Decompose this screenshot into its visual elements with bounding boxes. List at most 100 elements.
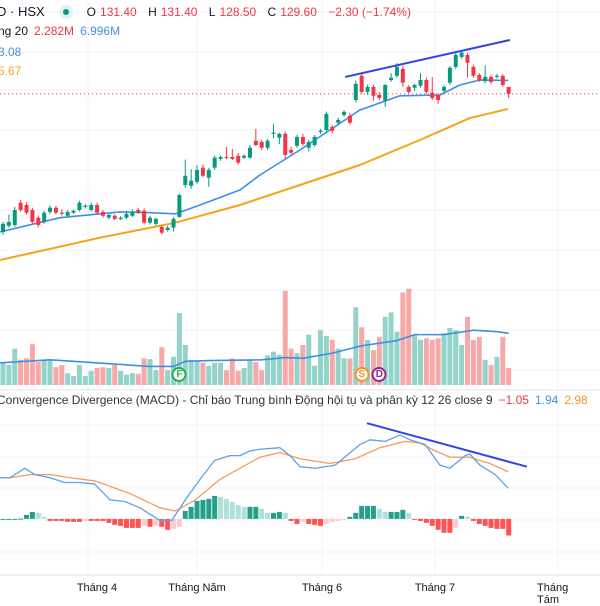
volume-bar bbox=[235, 370, 241, 385]
low-label: L bbox=[208, 4, 216, 19]
macd-histogram-bar bbox=[71, 518, 77, 522]
low-value: 128.50 bbox=[219, 4, 257, 19]
volume-bar bbox=[29, 344, 35, 385]
candle-up bbox=[48, 207, 53, 212]
macd-histogram-bar bbox=[441, 518, 447, 533]
volume-bar bbox=[65, 373, 71, 385]
event-marker-d[interactable]: D bbox=[371, 367, 387, 382]
ohlc-values: O 131.40 H 131.40 L 128.50 C 129.60 −2.30 (−… bbox=[87, 5, 415, 19]
x-tick-label: Tháng Năm bbox=[168, 582, 226, 594]
event-marker-s[interactable]: S bbox=[354, 367, 370, 382]
candle-down bbox=[477, 75, 482, 80]
macd-histogram-bar bbox=[82, 518, 88, 521]
macd-histogram-bar bbox=[500, 518, 506, 529]
macd-histogram-bar bbox=[259, 508, 265, 519]
close-value: 129.60 bbox=[280, 4, 317, 19]
macd-histogram-bar bbox=[365, 505, 371, 519]
volume-pane[interactable] bbox=[0, 288, 512, 385]
ma20-line bbox=[0, 79, 509, 233]
candle-up bbox=[271, 132, 276, 134]
price-pane[interactable] bbox=[0, 39, 600, 261]
macd-histogram-bar bbox=[394, 511, 400, 519]
price-legend: D · HSX O 131.40 H 131.40 L 128.50 C 129.60 … bbox=[0, 4, 415, 19]
volume-bar bbox=[417, 339, 423, 385]
volume-bar bbox=[370, 350, 376, 385]
macd-histogram-bar bbox=[147, 518, 153, 527]
volume-bar bbox=[341, 358, 347, 385]
candle-down bbox=[283, 133, 288, 155]
macd-histogram-bar bbox=[129, 518, 135, 528]
ma50-value: 5.67 bbox=[0, 64, 22, 78]
macd-histogram-bar bbox=[323, 518, 329, 524]
high-value: 131.40 bbox=[160, 4, 198, 19]
candle-up bbox=[165, 227, 170, 230]
candle-down bbox=[136, 210, 141, 213]
candle-up bbox=[1, 223, 5, 232]
candle-up bbox=[171, 218, 176, 228]
macd-histogram-bar bbox=[347, 516, 353, 519]
macd-histogram-bar bbox=[47, 518, 53, 521]
volume-bar bbox=[200, 362, 206, 385]
volume-bar bbox=[112, 365, 118, 385]
macd-histogram-bar bbox=[53, 518, 59, 521]
macd-histogram-bar bbox=[453, 518, 459, 528]
macd-histogram-bar bbox=[159, 518, 165, 527]
event-marker-f[interactable]: F bbox=[171, 367, 187, 382]
candle-down bbox=[236, 155, 241, 163]
macd-histogram-bar bbox=[476, 518, 482, 524]
candle-down bbox=[500, 75, 505, 85]
candle-up bbox=[494, 75, 499, 77]
volume-bar bbox=[470, 339, 476, 385]
volume-bar bbox=[323, 336, 329, 385]
macd-title: Convergence Divergence (MACD) - Chỉ báo … bbox=[0, 393, 493, 407]
macd-histogram-bar bbox=[388, 511, 394, 519]
macd-histogram-bar bbox=[406, 512, 412, 519]
macd-signal-line bbox=[0, 440, 509, 512]
macd-histogram-bar bbox=[206, 498, 212, 519]
volume-bar bbox=[335, 348, 341, 385]
volume-bar bbox=[212, 362, 218, 385]
macd-histogram-bar bbox=[200, 499, 206, 519]
macd-pane[interactable] bbox=[0, 422, 528, 536]
candle-down bbox=[406, 86, 411, 92]
macd-histogram-bar bbox=[247, 506, 253, 519]
macd-histogram-bar bbox=[35, 512, 41, 519]
candle-up bbox=[459, 52, 464, 57]
candle-down bbox=[489, 76, 494, 82]
candle-up bbox=[153, 218, 158, 224]
candle-down bbox=[224, 156, 229, 158]
macd-histogram-bar bbox=[294, 518, 300, 524]
macd-histogram-bar bbox=[0, 518, 6, 520]
macd-histogram-bar bbox=[176, 518, 182, 527]
macd-histogram-bar bbox=[6, 518, 12, 520]
macd-histogram-bar bbox=[400, 509, 406, 519]
volume-bar bbox=[94, 367, 100, 385]
macd-histogram-bar bbox=[353, 512, 359, 519]
candle-down bbox=[471, 66, 476, 76]
volume-legend: ng 20 2.282M 6.996M bbox=[0, 24, 120, 38]
macd-histogram-bar bbox=[318, 518, 324, 526]
macd-histogram-bar bbox=[235, 504, 241, 519]
candle-up bbox=[442, 86, 446, 91]
candle-down bbox=[424, 80, 429, 92]
macd-line bbox=[0, 434, 509, 522]
macd-histogram-bar bbox=[335, 518, 341, 521]
open-label: O bbox=[86, 4, 97, 19]
candle-up bbox=[106, 215, 111, 218]
candle-up bbox=[389, 77, 394, 80]
macd-histogram-bar bbox=[282, 512, 288, 519]
candle-down bbox=[112, 215, 117, 219]
volume-bar bbox=[359, 327, 365, 385]
candle-up bbox=[195, 170, 200, 182]
volume-bar bbox=[353, 307, 359, 385]
candle-up bbox=[483, 76, 488, 82]
volume-bar bbox=[376, 336, 382, 385]
volume-ma-line bbox=[0, 329, 509, 368]
symbol-label[interactable]: D · HSX bbox=[0, 4, 45, 19]
volume-bar bbox=[71, 376, 77, 385]
macd-histogram-bar bbox=[65, 518, 71, 522]
candle-up bbox=[295, 136, 299, 146]
volume-bar bbox=[53, 367, 59, 385]
volume-bar bbox=[288, 348, 294, 385]
